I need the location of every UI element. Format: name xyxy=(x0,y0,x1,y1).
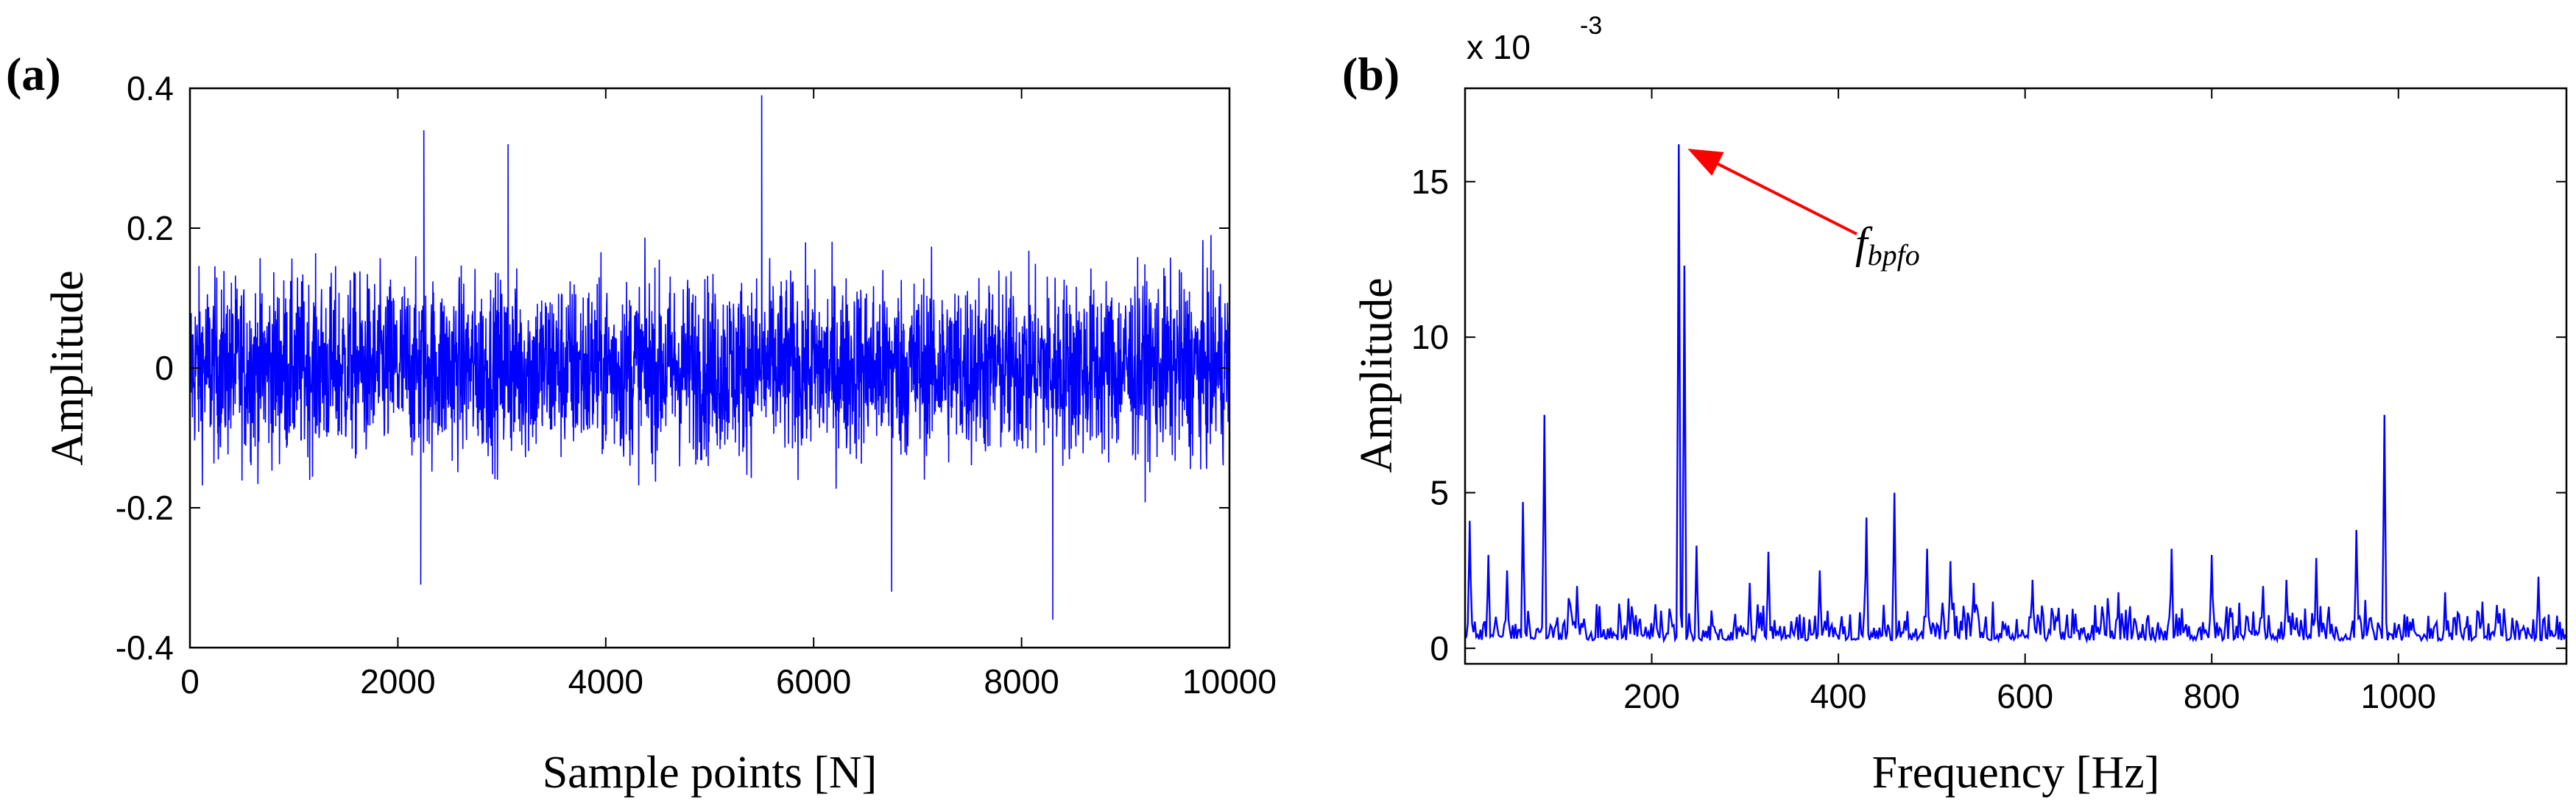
y-tick-label: 0.4 xyxy=(127,69,174,107)
panel-a-label: (a) xyxy=(6,48,61,100)
panel-b-x-axis-label: Frequency [Hz] xyxy=(1872,748,2160,798)
y-tick-label: 0 xyxy=(1430,629,1449,667)
panel-b-y-axis-label: Amplitude xyxy=(1352,277,1402,472)
panel-b-annotation: fbpfo xyxy=(1687,149,1920,272)
bpfo-arrow-line xyxy=(1717,163,1857,235)
x-tick-label: 800 xyxy=(2184,677,2240,715)
x-tick-label: 2000 xyxy=(360,662,435,701)
y-tick-label: 0.2 xyxy=(127,209,174,247)
bpfo-annotation-text: fbpfo xyxy=(1855,219,1920,272)
panel-a-y-axis-label: Amplitude xyxy=(43,270,93,465)
panel-a-y-ticks: -0.4 -0.2 0 0.2 0.4 xyxy=(116,69,1229,667)
panel-b-spectrum-line xyxy=(1464,144,2566,644)
y-tick-label: -0.4 xyxy=(116,628,174,667)
panel-b-axes-box xyxy=(1464,87,2568,665)
panel-b-scale-exponent: -3 xyxy=(1580,12,1602,40)
y-tick-label: 5 xyxy=(1430,474,1449,512)
panel-b-y-ticks: 0 5 10 15 xyxy=(1411,163,2566,667)
x-tick-label: 200 xyxy=(1623,677,1680,715)
spectrum-trace xyxy=(1464,144,2566,644)
y-tick-label: 10 xyxy=(1411,318,1449,356)
signal-trace xyxy=(189,95,1230,620)
bpfo-arrow-head xyxy=(1687,149,1724,176)
panel-b: (b) x 10 -3 200 400 600 800 1000 0 5 10 15 Freq… xyxy=(1342,12,2568,798)
x-tick-label: 6000 xyxy=(776,662,851,701)
panel-b-label: (b) xyxy=(1342,48,1400,100)
x-tick-label: 8000 xyxy=(984,662,1059,701)
panel-b-scale-label: x 10 xyxy=(1467,28,1531,66)
panel-b-x-ticks: 200 400 600 800 1000 xyxy=(1623,88,2436,715)
panel-a-signal-line xyxy=(189,95,1230,620)
y-tick-label: 15 xyxy=(1411,163,1449,201)
x-tick-label: 10000 xyxy=(1182,662,1277,701)
x-tick-label: 600 xyxy=(1997,677,2053,715)
y-tick-label: 0 xyxy=(155,349,174,387)
x-tick-label: 4000 xyxy=(568,662,643,701)
x-tick-label: 0 xyxy=(180,662,200,701)
y-tick-label: -0.2 xyxy=(116,489,174,527)
panel-a: (a) 0 2000 4000 6000 8000 10000 -0.4-0.200.20… xyxy=(6,48,1277,798)
x-tick-label: 1000 xyxy=(2361,677,2436,715)
panel-a-x-ticks: 0 2000 4000 6000 8000 10000 xyxy=(180,88,1277,701)
panel-a-x-axis-label: Sample points [N] xyxy=(543,748,878,798)
x-tick-label: 400 xyxy=(1810,677,1867,715)
